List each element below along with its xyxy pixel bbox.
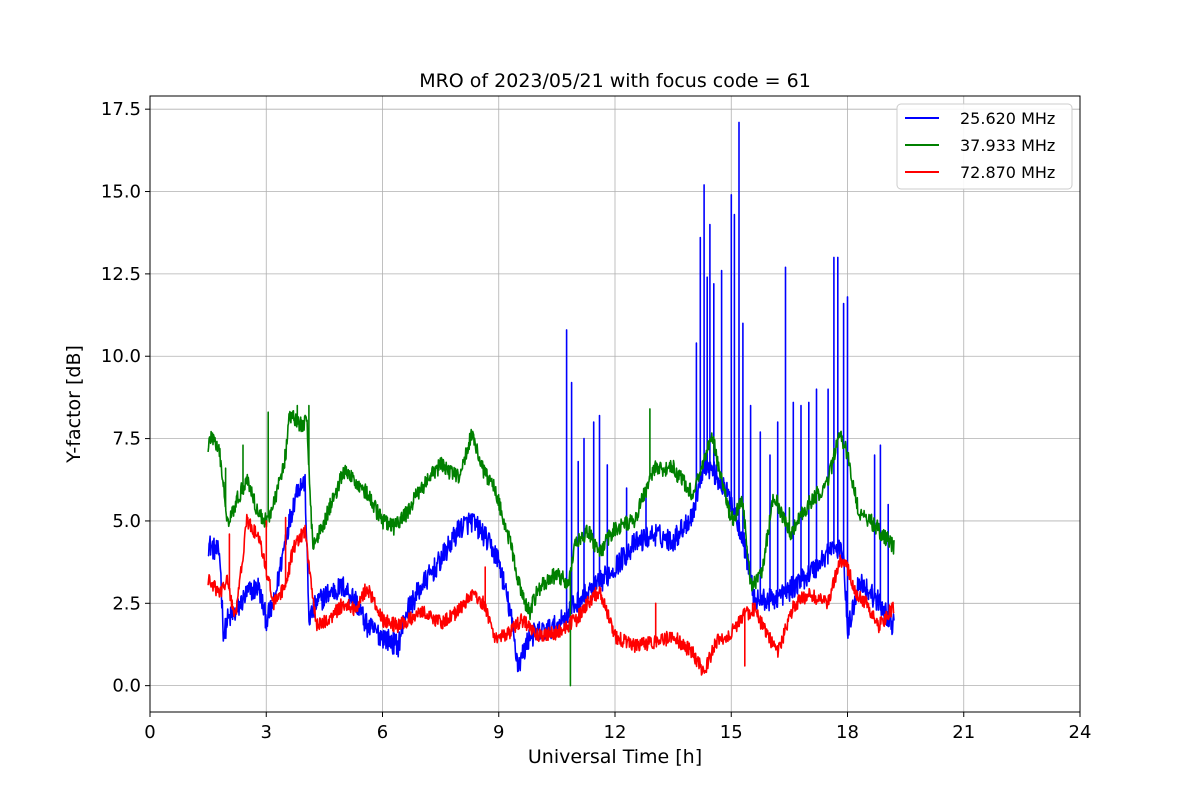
legend: 25.620 MHz 37.933 MHz 72.870 MHz bbox=[896, 103, 1073, 190]
y-axis-label: Y-factor [dB] bbox=[63, 345, 85, 464]
x-tick-label: 15 bbox=[720, 722, 743, 743]
axis-ticks: 0 3 6 9 12 15 18 21 24 0.0 2.5 5.0 7.5 10.0 12.5 15.0 17… bbox=[101, 99, 1092, 743]
x-tick-label: 0 bbox=[144, 722, 155, 743]
y-tick-label: 7.5 bbox=[112, 429, 141, 450]
y-tick-label: 12.5 bbox=[101, 264, 141, 285]
x-tick-label: 12 bbox=[604, 722, 627, 743]
y-tick-label: 2.5 bbox=[112, 593, 141, 614]
legend-box bbox=[896, 103, 1073, 190]
chart-title: MRO of 2023/05/21 with focus code = 61 bbox=[419, 70, 811, 92]
y-tick-label: 5.0 bbox=[112, 511, 141, 532]
legend-label-25620: 25.620 MHz bbox=[960, 109, 1055, 128]
x-tick-label: 21 bbox=[952, 722, 975, 743]
series-line bbox=[207, 513, 895, 676]
series-line bbox=[207, 404, 895, 687]
series-line bbox=[207, 121, 895, 673]
x-tick-label: 24 bbox=[1069, 722, 1092, 743]
y-tick-label: 10.0 bbox=[101, 346, 141, 367]
y-tick-label: 17.5 bbox=[101, 99, 141, 120]
x-tick-label: 9 bbox=[493, 722, 504, 743]
series-layer bbox=[207, 121, 895, 687]
x-tick-label: 3 bbox=[261, 722, 272, 743]
legend-label-72870: 72.870 MHz bbox=[960, 163, 1055, 182]
x-tick-label: 6 bbox=[377, 722, 388, 743]
y-tick-label: 15.0 bbox=[101, 182, 141, 203]
x-tick-label: 18 bbox=[836, 722, 859, 743]
legend-label-37933: 37.933 MHz bbox=[960, 136, 1055, 155]
x-axis-label: Universal Time [h] bbox=[528, 746, 702, 768]
y-tick-label: 0.0 bbox=[112, 676, 141, 697]
